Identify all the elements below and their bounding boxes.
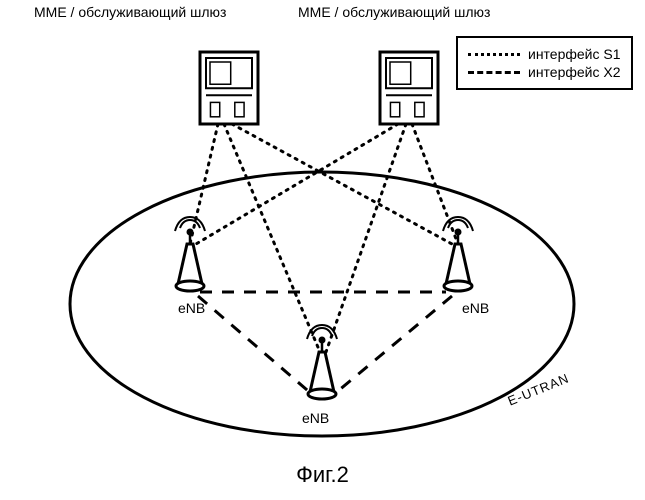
- s1-link-5: [326, 124, 406, 352]
- legend-row-x2: интерфейс X2: [468, 64, 621, 80]
- mme-server-right: [380, 52, 438, 124]
- enb-left-label: eNB: [178, 300, 205, 316]
- enb-right-label: eNB: [462, 300, 489, 316]
- legend-swatch-dash: [468, 71, 520, 74]
- legend-box: интерфейс S1 интерфейс X2: [456, 36, 633, 90]
- mme-server-left: [200, 52, 258, 124]
- s1-link-3: [196, 124, 398, 244]
- x2-link-2: [332, 296, 452, 396]
- s1-link-2: [224, 124, 320, 352]
- legend-text-x2: интерфейс X2: [528, 64, 621, 80]
- s1-link-4: [412, 124, 458, 244]
- legend-row-s1: интерфейс S1: [468, 46, 621, 62]
- mme-right-label: MME / обслуживающий шлюз: [298, 4, 490, 20]
- enb-tower-left: [175, 217, 205, 291]
- mme-left-label: MME / обслуживающий шлюз: [34, 4, 226, 20]
- legend-swatch-dot: [468, 53, 520, 56]
- legend-text-s1: интерфейс S1: [528, 46, 621, 62]
- enb-tower-right: [443, 217, 473, 291]
- x2-link-1: [198, 296, 314, 396]
- figure-caption: Фиг.2: [0, 462, 645, 488]
- enb-bottom-label: eNB: [302, 410, 329, 426]
